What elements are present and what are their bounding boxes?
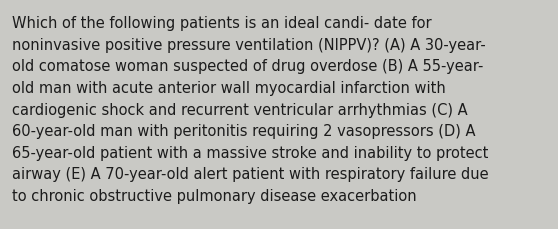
Text: Which of the following patients is an ideal candi- date for
noninvasive positive: Which of the following patients is an id… [12,16,489,203]
